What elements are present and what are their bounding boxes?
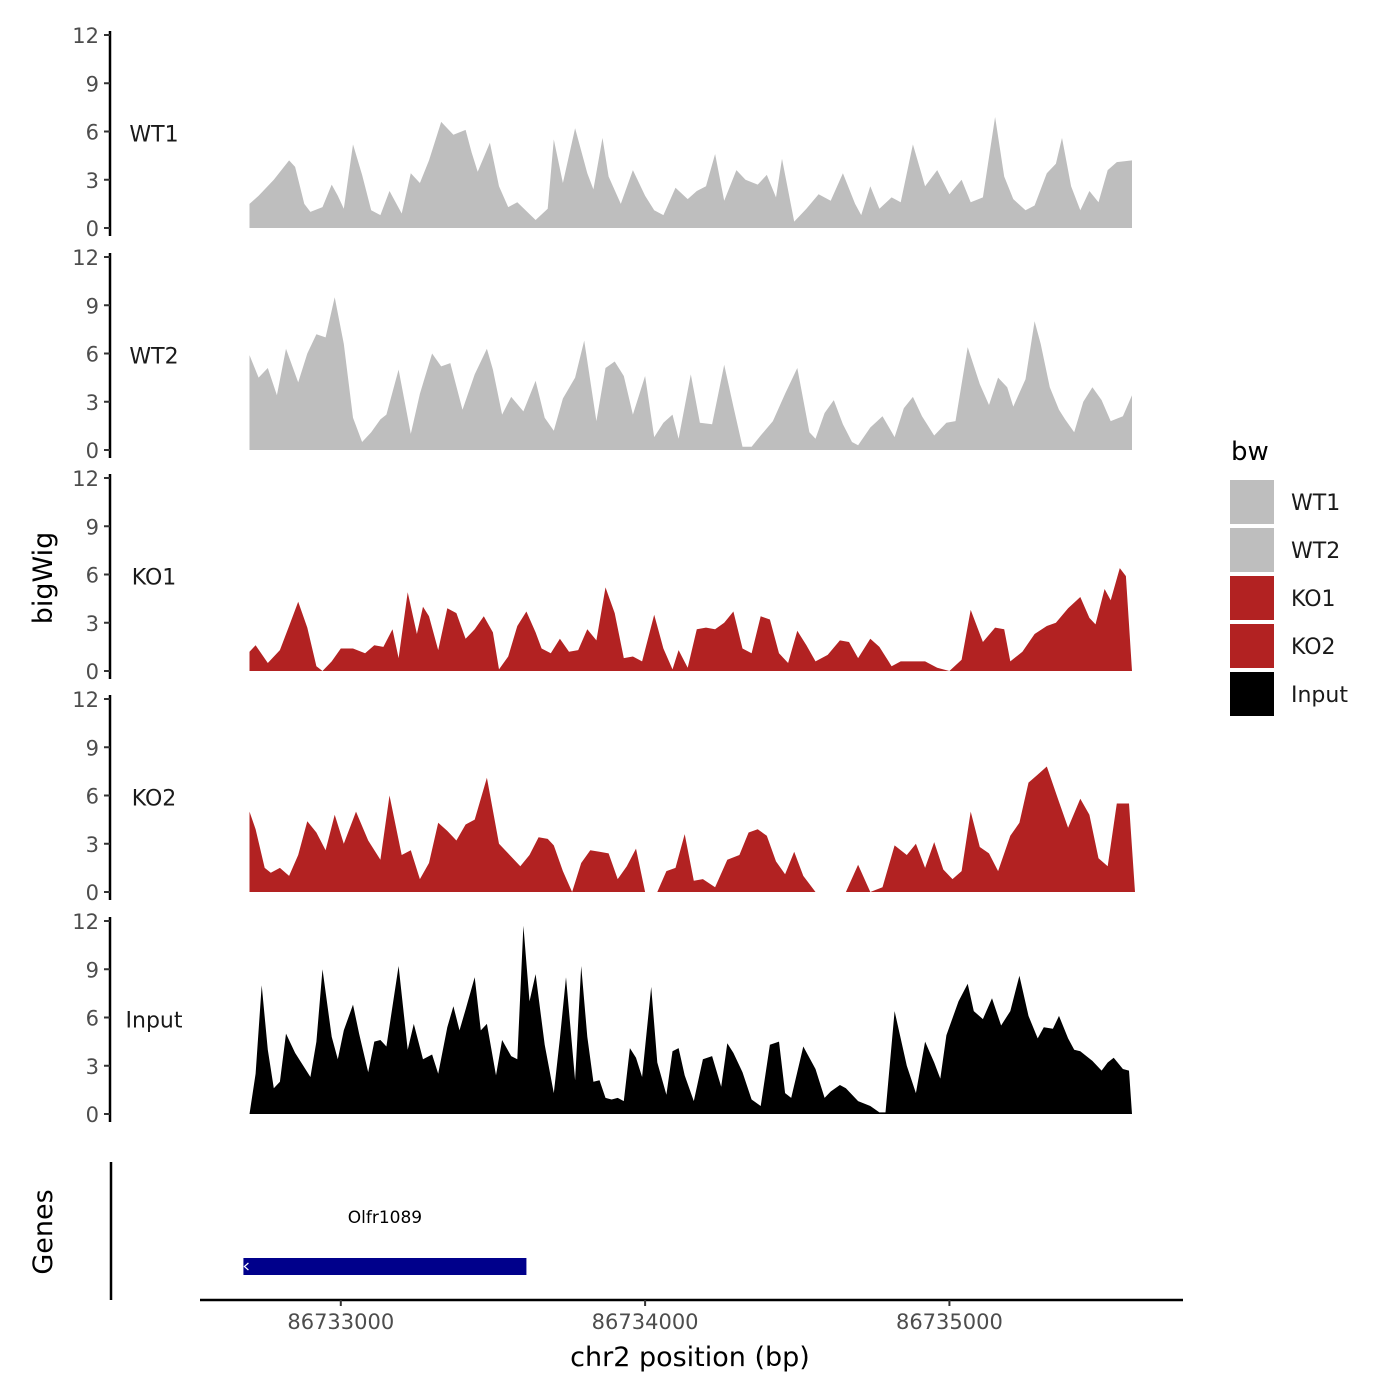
legend-key-ko2 <box>1230 624 1274 668</box>
gene-body <box>243 1258 527 1275</box>
y-tick-label-wt2: 3 <box>86 391 99 415</box>
y-axis-title: bigWig <box>28 532 59 625</box>
x-tick-label: 86733000 <box>287 1310 394 1334</box>
y-tick-label-wt1: 9 <box>86 72 99 96</box>
area-ko2 <box>249 766 1135 892</box>
track-label-wt2: WT2 <box>129 345 178 370</box>
x-tick-label: 86734000 <box>592 1310 699 1334</box>
area-ko1 <box>249 568 1132 671</box>
y-tick-label-wt2: 6 <box>86 343 99 367</box>
y-tick-label-ko1: 3 <box>86 612 99 636</box>
track-wt2: 0 3 6 9 12 WT2 <box>72 246 1132 463</box>
y-tick-label-ko2: 6 <box>86 785 99 809</box>
track-wt1: 0 3 6 9 12 WT1 <box>72 24 1132 241</box>
y-tick-label-input: 12 <box>72 910 99 934</box>
y-tick-label-input: 9 <box>86 958 99 982</box>
x-axis-title: chr2 position (bp) <box>570 1342 810 1373</box>
legend-title: bw <box>1231 437 1269 467</box>
y-tick-label-ko1: 6 <box>86 564 99 588</box>
legend-key-wt2 <box>1230 528 1274 572</box>
genes-panel-label: Genes <box>28 1189 59 1274</box>
y-tick-label-wt2: 12 <box>72 246 99 270</box>
y-tick-label-ko2: 0 <box>86 881 99 905</box>
y-tick-label-ko2: 3 <box>86 833 99 857</box>
genes-panel: Genes Olfr1089 <box>28 1162 527 1300</box>
y-tick-label-input: 0 <box>86 1103 99 1127</box>
x-axis: 86733000 86734000 86735000 <box>200 1298 1183 1334</box>
legend-label-input: Input <box>1291 683 1348 708</box>
y-tick-label-input: 3 <box>86 1055 99 1079</box>
track-label-input: Input <box>126 1009 183 1034</box>
legend-label-ko2: KO2 <box>1291 635 1336 660</box>
y-tick-label-wt2: 9 <box>86 294 99 318</box>
legend-label-wt2: WT2 <box>1291 539 1340 564</box>
y-tick-label-ko2: 12 <box>72 688 99 712</box>
y-tick-label-wt1: 0 <box>86 217 99 241</box>
legend-label-ko1: KO1 <box>1291 587 1336 612</box>
y-tick-label-ko2: 9 <box>86 736 99 760</box>
track-label-wt1: WT1 <box>129 123 178 148</box>
track-label-ko1: KO1 <box>132 566 177 591</box>
area-input <box>249 925 1132 1114</box>
gene-strand-arrow <box>243 1262 249 1271</box>
legend-key-wt1 <box>1230 480 1274 524</box>
area-wt2 <box>249 297 1132 450</box>
y-tick-label-wt1: 3 <box>86 169 99 193</box>
legend-key-ko1 <box>1230 576 1274 620</box>
y-tick-label-wt1: 6 <box>86 121 99 145</box>
y-tick-label-wt2: 0 <box>86 439 99 463</box>
tracks-layer: 0 3 6 9 12 WT1 0 3 6 9 12 WT2 0 3 6 9 12 KO1 0 3 6 9 12 KO2 0 3 6 9… <box>72 24 1135 1127</box>
y-tick-label-input: 6 <box>86 1007 99 1031</box>
track-input: 0 3 6 9 12 Input <box>72 910 1132 1127</box>
track-label-ko2: KO2 <box>132 787 177 812</box>
legend: bw WT1 WT2 KO1 KO2 Input <box>1230 437 1348 716</box>
x-tick-label: 86735000 <box>896 1310 1003 1334</box>
track-ko2: 0 3 6 9 12 KO2 <box>72 688 1135 905</box>
area-wt1 <box>249 117 1132 228</box>
y-tick-label-ko1: 0 <box>86 660 99 684</box>
track-ko1: 0 3 6 9 12 KO1 <box>72 467 1132 684</box>
legend-key-input <box>1230 672 1274 716</box>
gene-label: Olfr1089 <box>348 1208 422 1228</box>
y-tick-label-ko1: 9 <box>86 515 99 539</box>
y-tick-label-ko1: 12 <box>72 467 99 491</box>
legend-label-wt1: WT1 <box>1291 491 1340 516</box>
y-tick-label-wt1: 12 <box>72 24 99 48</box>
